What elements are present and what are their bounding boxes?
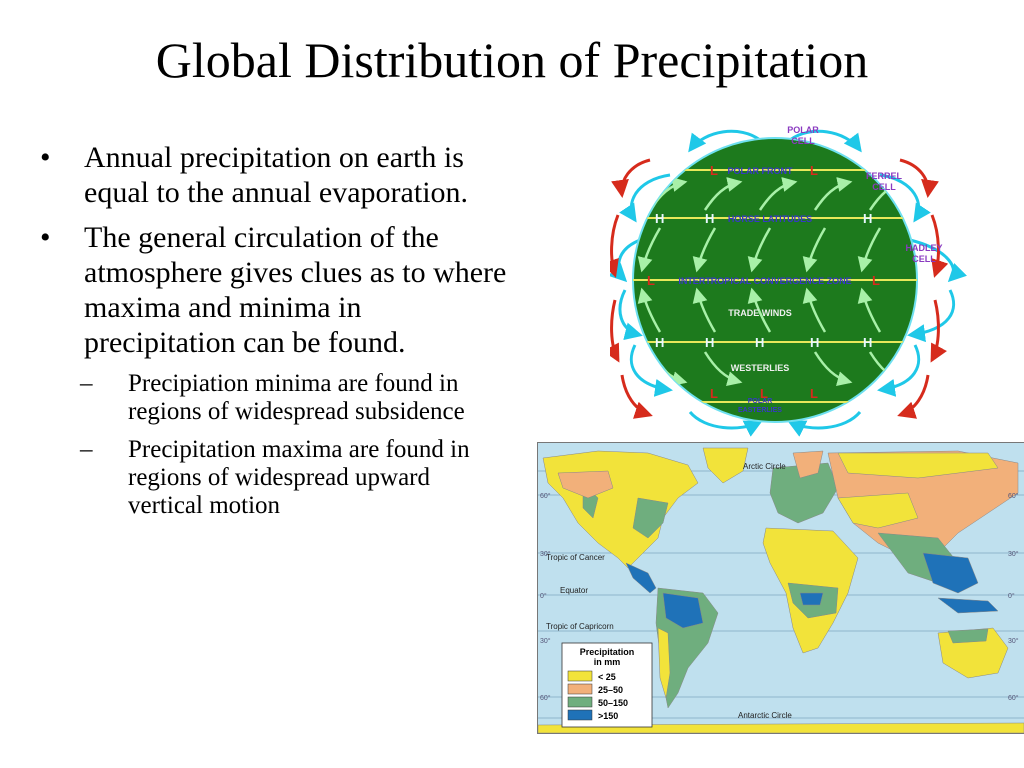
continents <box>538 447 1024 733</box>
low-marker: L <box>710 163 718 178</box>
southeast-asia <box>922 552 979 594</box>
high-marker: H <box>705 335 714 350</box>
high-marker: H <box>863 335 872 350</box>
cell-arrows <box>610 129 967 437</box>
lat-label: 30° <box>1008 637 1019 645</box>
polar-easterlies-label: POLAR <box>748 398 773 405</box>
legend-label: < 25 <box>598 672 616 682</box>
lat-label: 60° <box>1008 694 1019 702</box>
arctic-circle-label: Arctic Circle <box>743 462 786 471</box>
antarctica <box>538 722 1024 733</box>
ferrel-cell-label: CELL <box>872 182 896 192</box>
sub-bullet-item: – Precipiation minima are found in regio… <box>80 370 510 426</box>
low-marker: L <box>872 273 880 288</box>
slide-title: Global Distribution of Precipitation <box>155 32 869 88</box>
low-marker: L <box>760 386 768 401</box>
low-marker: L <box>810 386 818 401</box>
polar-front-label: POLAR FRONT <box>728 166 793 176</box>
legend-swatch <box>567 696 593 708</box>
central-asia-desert <box>837 492 919 529</box>
bullet-item: • The general circulation of the atmosph… <box>40 220 510 360</box>
sub-bullet-text: Precipitation maxima are found in region… <box>128 436 470 519</box>
trade-winds-label: TRADE WINDS <box>728 308 792 318</box>
greenland <box>702 447 749 484</box>
high-marker: H <box>705 211 714 226</box>
amazon <box>662 592 704 629</box>
indonesia <box>937 597 999 614</box>
polar-cell-label: CELL <box>791 136 815 146</box>
lat-labels: 60° 30° 0° 30° 60° 60° 30° 0° 30° 60° <box>540 492 1019 702</box>
map-labels: Arctic Circle Tropic of Cancer Equator T… <box>546 462 792 720</box>
pressure-markers: H H H H H H H H L L L L L L L <box>647 163 880 401</box>
low-marker: L <box>810 163 818 178</box>
lat-label: 30° <box>1008 550 1019 558</box>
high-marker: H <box>863 211 872 226</box>
circulation-diagram: H H H H H H H H L L L L L L L POLAR FRON… <box>610 125 967 437</box>
legend-swatch <box>567 709 593 721</box>
sub-bullet-dash: – <box>80 370 93 397</box>
bullet-item: • Annual precipitation on earth is equal… <box>40 140 510 210</box>
scandinavia <box>792 450 824 479</box>
cell-labels: POLAR CELL FERREL CELL HADLEY CELL <box>787 125 942 264</box>
central-america <box>625 562 657 594</box>
hadley-cell-label: HADLEY <box>905 243 942 253</box>
high-marker: H <box>655 211 664 226</box>
tropic-cancer-label: Tropic of Cancer <box>546 553 605 562</box>
tropic-capricorn-label: Tropic of Capricorn <box>546 622 614 631</box>
map-legend: Precipitation in mm < 25 25–50 50–150 >1… <box>561 642 653 728</box>
zone-labels: POLAR FRONT HORSE LATITUDES INTERTROPICA… <box>678 166 851 414</box>
low-marker: L <box>647 273 655 288</box>
high-marker: H <box>810 335 819 350</box>
bullet-text: Annual precipitation on earth is equal t… <box>84 141 469 209</box>
lat-label: 30° <box>540 637 551 645</box>
europe <box>769 462 839 524</box>
high-marker: H <box>655 335 664 350</box>
legend-swatch <box>567 670 593 682</box>
south-america-arid <box>657 627 671 699</box>
bullet-list: • Annual precipitation on earth is equal… <box>40 140 510 530</box>
sub-bullet-text: Precipiation minima are found in regions… <box>128 370 465 425</box>
lat-label: 0° <box>1008 592 1015 600</box>
lat-label: 60° <box>540 492 551 500</box>
itcz-label: INTERTROPICAL CONVERGENCE ZONE <box>678 276 851 286</box>
low-marker: L <box>710 386 718 401</box>
legend-label: 50–150 <box>598 698 628 708</box>
antarctic-circle-label: Antarctic Circle <box>738 711 792 720</box>
australia-north <box>947 628 989 644</box>
bullet-dot: • <box>40 141 51 174</box>
bullet-text: The general circulation of the atmospher… <box>84 221 507 359</box>
sub-bullet-dash: – <box>80 436 93 463</box>
legend-label: 25–50 <box>598 685 623 695</box>
polar-easterlies-label: EASTERLIES <box>738 407 782 414</box>
alaska-canada <box>557 470 614 499</box>
lat-label: 60° <box>1008 492 1019 500</box>
polar-cell-label: POLAR <box>787 125 819 135</box>
siberia <box>837 452 999 479</box>
lat-label: 30° <box>540 550 551 558</box>
legend-title: Precipitation <box>580 647 635 657</box>
equator-label: Equator <box>560 586 588 595</box>
ferrel-cell-label: FERREL <box>866 171 903 181</box>
precipitation-map: Arctic Circle Tropic of Cancer Equator T… <box>537 442 1024 734</box>
north-america-east <box>632 497 669 539</box>
horse-latitudes-label: HORSE LATITUDES <box>728 214 812 224</box>
high-marker: H <box>755 335 764 350</box>
lat-label: 0° <box>540 592 547 600</box>
lat-label: 60° <box>540 694 551 702</box>
hadley-cell-label: CELL <box>912 254 936 264</box>
legend-title: in mm <box>594 657 621 667</box>
bullet-dot: • <box>40 221 51 254</box>
sub-bullet-item: – Precipitation maxima are found in regi… <box>80 436 510 520</box>
legend-label: >150 <box>598 711 618 721</box>
legend-swatch <box>567 683 593 695</box>
congo <box>799 592 824 606</box>
westerlies-label: WESTERLIES <box>731 363 790 373</box>
